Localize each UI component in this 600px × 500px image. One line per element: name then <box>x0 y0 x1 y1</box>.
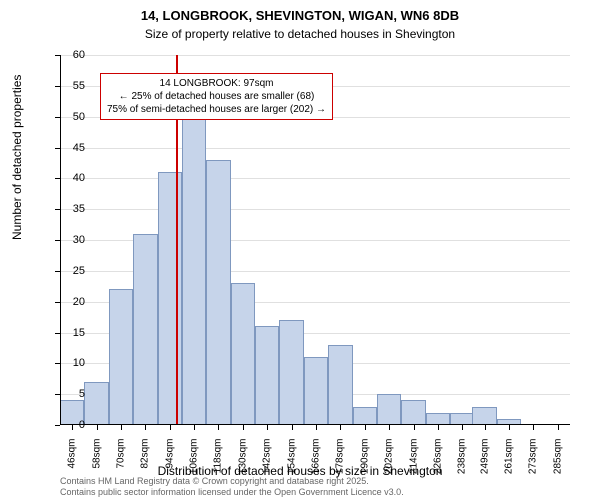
gridline <box>60 178 570 179</box>
histogram-bar <box>328 345 352 425</box>
y-tick-label: 35 <box>73 203 85 215</box>
histogram-bar <box>133 234 157 425</box>
y-axis-label: Number of detached properties <box>10 75 24 240</box>
annotation-line1: 14 LONGBROOK: 97sqm <box>107 77 326 90</box>
y-tick-label: 55 <box>73 80 85 92</box>
histogram-bar <box>109 289 133 425</box>
histogram-bar <box>377 394 401 425</box>
histogram-bar <box>158 172 182 425</box>
y-tick-label: 0 <box>79 419 85 431</box>
title-line1: 14, LONGBROOK, SHEVINGTON, WIGAN, WN6 8D… <box>141 8 459 23</box>
histogram-bar <box>255 326 279 425</box>
y-tick-label: 25 <box>73 265 85 277</box>
annotation-box: 14 LONGBROOK: 97sqm ← 25% of detached ho… <box>100 73 333 120</box>
y-axis-line <box>60 55 61 425</box>
y-tick-label: 20 <box>73 296 85 308</box>
footer-line1: Contains HM Land Registry data © Crown c… <box>60 476 404 487</box>
y-tick-label: 45 <box>73 142 85 154</box>
y-tick-label: 30 <box>73 234 85 246</box>
gridline <box>60 148 570 149</box>
histogram-bar <box>401 400 425 425</box>
histogram-bar <box>472 407 496 426</box>
histogram-bar <box>279 320 303 425</box>
gridline <box>60 209 570 210</box>
y-tick-label: 50 <box>73 111 85 123</box>
histogram-bar <box>353 407 377 426</box>
y-tick-label: 5 <box>79 388 85 400</box>
annotation-line2: ← 25% of detached houses are smaller (68… <box>107 90 326 103</box>
y-tick-label: 15 <box>73 327 85 339</box>
chart-subtitle: Size of property relative to detached ho… <box>0 25 600 41</box>
histogram-bar <box>182 117 206 425</box>
chart-container: 14, LONGBROOK, SHEVINGTON, WIGAN, WN6 8D… <box>0 0 600 500</box>
histogram-bar <box>304 357 328 425</box>
y-tick-label: 60 <box>73 49 85 61</box>
histogram-bar <box>206 160 230 425</box>
footer-attribution: Contains HM Land Registry data © Crown c… <box>60 476 404 498</box>
plot-area: 14 LONGBROOK: 97sqm ← 25% of detached ho… <box>60 55 570 425</box>
x-axis-line <box>60 424 570 425</box>
footer-line2: Contains public sector information licen… <box>60 487 404 498</box>
y-tick-label: 10 <box>73 357 85 369</box>
histogram-bar <box>231 283 255 425</box>
gridline <box>60 55 570 56</box>
y-tick-label: 40 <box>73 172 85 184</box>
histogram-bar <box>84 382 108 425</box>
annotation-line3: 75% of semi-detached houses are larger (… <box>107 103 326 116</box>
chart-title: 14, LONGBROOK, SHEVINGTON, WIGAN, WN6 8D… <box>0 0 600 25</box>
